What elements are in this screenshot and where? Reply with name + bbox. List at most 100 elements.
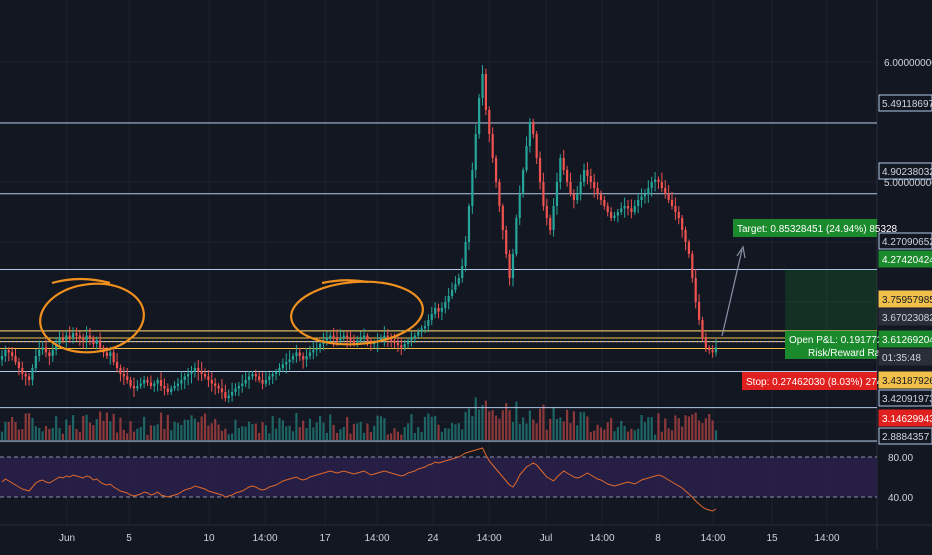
volume-bar [170, 430, 173, 440]
volume-bar [237, 428, 240, 440]
volume-bar [99, 411, 102, 440]
volume-bar [484, 400, 487, 440]
volume-bar [569, 423, 572, 440]
candle-body [647, 188, 650, 194]
candle-body [582, 170, 586, 182]
volume-bar [467, 408, 471, 440]
highlight-stroke[interactable] [321, 279, 369, 285]
volume-bar [704, 418, 707, 440]
candle-body [24, 374, 27, 377]
volume-bar [346, 416, 349, 440]
candle-body [203, 374, 207, 377]
candle-body [471, 170, 474, 206]
candle-body [342, 335, 345, 338]
volume-bar [55, 416, 58, 440]
candle-body [281, 364, 284, 368]
volume-bar [143, 416, 146, 440]
highlight-stroke[interactable] [51, 277, 111, 285]
candle-body [4, 350, 7, 356]
volume-bar [603, 429, 606, 440]
candle-body [41, 347, 44, 350]
volume-bar [701, 423, 704, 440]
volume-bar [254, 423, 257, 440]
rsi-line [1, 447, 717, 512]
candle-body [197, 368, 200, 372]
volume-bar [190, 415, 193, 440]
open-pl-label[interactable]: Open P&L: 0.19177231 Risk/Reward Ratio [785, 331, 894, 359]
annotations[interactable]: Target: 0.85328451 (24.94%) 85328 Open P&… [37, 219, 898, 390]
volume-bar [247, 421, 251, 440]
candle-body [515, 218, 518, 254]
candle-body [522, 170, 525, 194]
rsi-tick-label: 80.00 [888, 453, 913, 464]
candle-body [44, 347, 48, 353]
volume-bar [410, 414, 413, 440]
candle-body [88, 335, 92, 338]
price-marker-text: 3.61269204 [882, 335, 932, 346]
volume-bar [288, 425, 291, 440]
volume-bar [373, 425, 376, 440]
x-tick-label: 14:00 [814, 533, 839, 544]
candle-body [278, 368, 281, 372]
volume-bar [102, 420, 105, 440]
volume-bar [193, 418, 196, 440]
volume-bar [112, 413, 115, 440]
candle-body [308, 352, 312, 356]
candle-body [440, 308, 444, 312]
stop-label[interactable]: Stop: 0.27462030 (8.03%) 27462 [742, 372, 894, 390]
horizontal-levels[interactable] [0, 122, 877, 442]
volume-bar [176, 422, 180, 440]
volume-bar [440, 431, 444, 440]
volume-bar [308, 418, 312, 440]
volume-bar [417, 426, 420, 440]
volume-bar [362, 432, 366, 440]
candle-body [7, 350, 10, 353]
candle-body [305, 356, 308, 360]
volume-bar [27, 413, 31, 440]
candle-body [298, 352, 301, 356]
volume-bar [400, 434, 403, 440]
candle-body [643, 194, 647, 197]
candle-body [508, 254, 511, 278]
candles [0, 65, 718, 403]
volume-bar [180, 424, 183, 440]
price-marker: 3.61269204 [878, 330, 932, 348]
candle-body [38, 350, 41, 356]
price-marker: 2.8884357 [878, 427, 932, 445]
target-label[interactable]: Target: 0.85328451 (24.94%) 85328 [733, 219, 898, 237]
candle-body [58, 338, 61, 344]
projection-arrow[interactable] [721, 249, 743, 337]
volume-bar [51, 427, 54, 440]
candle-body [241, 383, 244, 386]
price-marker-text: 3.75957985 [882, 295, 932, 306]
candle-body [251, 374, 254, 377]
highlight-ellipse[interactable] [37, 279, 148, 357]
candle-body [390, 338, 393, 341]
candle-body [657, 179, 660, 182]
candle-body [623, 206, 626, 209]
volume-bar [156, 424, 159, 440]
volume-bar [586, 416, 589, 440]
volume-bar [41, 431, 44, 440]
candle-body [285, 362, 288, 365]
volume-bar [430, 416, 433, 440]
candle-body [626, 206, 630, 209]
x-tick-label: 14:00 [476, 533, 501, 544]
volume-bar [207, 425, 210, 440]
volume-bar [224, 428, 227, 440]
candle-body [136, 386, 139, 389]
candle-body [227, 395, 230, 398]
volume-bar [406, 423, 410, 440]
volume-bar [95, 419, 98, 440]
volume-bar [454, 424, 457, 440]
candle-body [352, 340, 356, 343]
rsi-tick-label: 40.00 [888, 493, 913, 504]
candle-body [339, 338, 342, 341]
volume-bar [11, 417, 14, 440]
candle-body [143, 380, 146, 384]
highlight-ellipse[interactable] [289, 277, 425, 348]
x-tick-label: 24 [427, 533, 439, 544]
volume-bar [684, 415, 687, 440]
candle-body [498, 182, 501, 206]
